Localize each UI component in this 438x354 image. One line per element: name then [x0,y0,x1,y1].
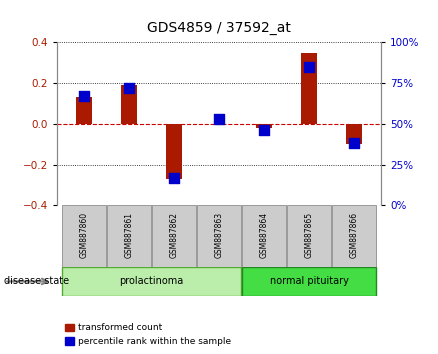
Bar [346,124,362,144]
Legend: transformed count, percentile rank within the sample: transformed count, percentile rank withi… [61,320,234,349]
Point [125,85,132,91]
Bar [121,85,137,124]
Text: GSM887865: GSM887865 [304,212,314,258]
Text: disease state: disease state [4,276,70,286]
FancyBboxPatch shape [62,267,241,296]
Point [306,64,313,70]
Text: GDS4859 / 37592_at: GDS4859 / 37592_at [147,21,291,35]
Point [350,141,357,146]
FancyBboxPatch shape [242,267,376,296]
FancyBboxPatch shape [107,205,151,267]
Point [170,175,177,181]
Bar [76,97,92,124]
Text: GSM887864: GSM887864 [260,212,268,258]
FancyBboxPatch shape [332,205,376,267]
FancyBboxPatch shape [287,205,331,267]
Text: prolactinoma: prolactinoma [119,276,184,286]
Bar [166,124,182,179]
Text: GSM887863: GSM887863 [215,212,223,258]
Text: GSM887860: GSM887860 [79,212,88,258]
Point [81,93,88,99]
Text: GSM887861: GSM887861 [124,212,134,258]
Point [261,127,268,133]
Point [215,116,223,122]
FancyBboxPatch shape [62,205,106,267]
FancyBboxPatch shape [197,205,241,267]
Text: normal pituitary: normal pituitary [270,276,349,286]
Text: GSM887862: GSM887862 [170,212,178,258]
Bar [256,124,272,128]
FancyBboxPatch shape [242,205,286,267]
Text: GSM887866: GSM887866 [350,212,359,258]
FancyBboxPatch shape [152,205,196,267]
Bar [301,53,317,124]
